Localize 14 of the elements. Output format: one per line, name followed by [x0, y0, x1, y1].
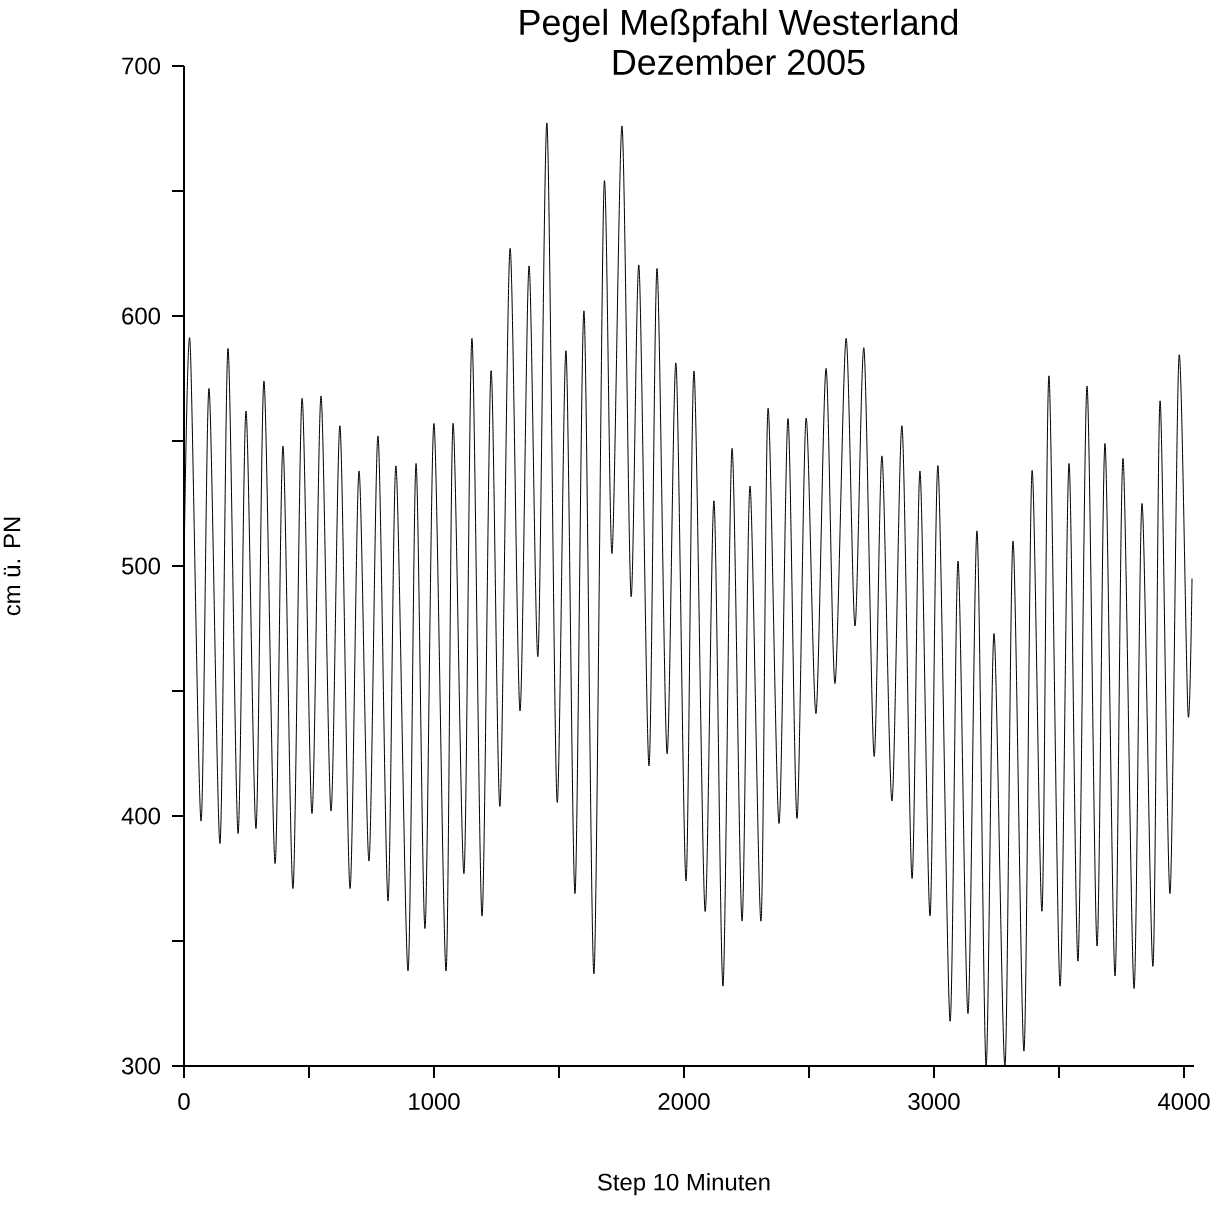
x-tick-label: 4000 [1157, 1093, 1210, 1110]
chart-subtitle: Dezember 2005 [613, 48, 865, 75]
y-tick-label: 500 [122, 557, 161, 575]
x-tick-label: 2000 [658, 1093, 710, 1110]
chart-title: Pegel Meßpfahl Westerland [520, 8, 958, 43]
x-tick-label: 3000 [908, 1093, 960, 1110]
y-tick-label: 600 [122, 307, 161, 325]
y-axis-title: cm ü. PN [3, 517, 21, 616]
x-tick-label: 0 [178, 1093, 190, 1110]
y-tick-label: 300 [121, 1057, 161, 1075]
x-axis-title: Step 10 Minuten [597, 1173, 770, 1196]
x-tick-label: 1000 [409, 1093, 460, 1110]
y-tick-label: 700 [122, 57, 161, 75]
y-tick-label: 400 [121, 807, 161, 825]
